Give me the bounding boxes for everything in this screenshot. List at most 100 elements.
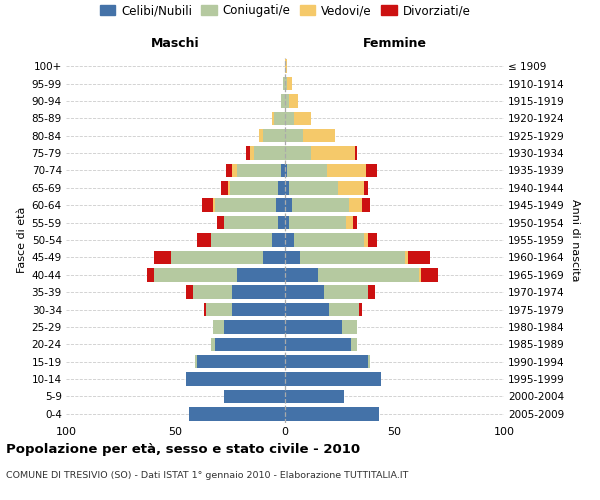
- Bar: [211, 233, 272, 247]
- Bar: [362, 198, 370, 212]
- Bar: [346, 216, 353, 230]
- Bar: [338, 181, 364, 194]
- Bar: [193, 286, 232, 299]
- Bar: [287, 164, 326, 177]
- Bar: [285, 338, 351, 351]
- Bar: [318, 268, 419, 281]
- Bar: [197, 355, 285, 368]
- Bar: [285, 198, 292, 212]
- Bar: [232, 164, 237, 177]
- Bar: [368, 286, 375, 299]
- Bar: [224, 390, 285, 403]
- Bar: [278, 216, 285, 230]
- Legend: Celibi/Nubili, Coniugati/e, Vedovi/e, Divorziati/e: Celibi/Nubili, Coniugati/e, Vedovi/e, Di…: [95, 0, 475, 22]
- Bar: [285, 216, 289, 230]
- Bar: [202, 198, 213, 212]
- Bar: [221, 181, 228, 194]
- Bar: [250, 146, 254, 160]
- Bar: [245, 146, 250, 160]
- Bar: [342, 320, 357, 334]
- Bar: [226, 164, 232, 177]
- Bar: [366, 164, 377, 177]
- Bar: [355, 146, 357, 160]
- Bar: [302, 129, 335, 142]
- Text: Maschi: Maschi: [151, 37, 200, 50]
- Bar: [154, 268, 237, 281]
- Bar: [281, 94, 285, 108]
- Bar: [187, 286, 193, 299]
- Bar: [329, 302, 359, 316]
- Y-axis label: Anni di nascita: Anni di nascita: [571, 198, 580, 281]
- Bar: [368, 233, 377, 247]
- Bar: [206, 302, 232, 316]
- Bar: [232, 286, 285, 299]
- Bar: [278, 181, 285, 194]
- Bar: [188, 407, 285, 420]
- Bar: [254, 146, 285, 160]
- Bar: [171, 250, 263, 264]
- Bar: [294, 233, 364, 247]
- Bar: [272, 233, 285, 247]
- Bar: [263, 250, 285, 264]
- Bar: [285, 94, 289, 108]
- Bar: [285, 320, 342, 334]
- Bar: [281, 164, 285, 177]
- Bar: [359, 302, 362, 316]
- Bar: [211, 338, 215, 351]
- Y-axis label: Fasce di età: Fasce di età: [17, 207, 28, 273]
- Bar: [263, 129, 285, 142]
- Bar: [154, 250, 171, 264]
- Bar: [419, 268, 421, 281]
- Bar: [272, 112, 274, 125]
- Bar: [285, 407, 379, 420]
- Bar: [285, 302, 329, 316]
- Bar: [285, 164, 287, 177]
- Bar: [294, 112, 311, 125]
- Bar: [364, 181, 368, 194]
- Bar: [217, 216, 224, 230]
- Bar: [274, 112, 285, 125]
- Bar: [285, 146, 311, 160]
- Bar: [289, 216, 346, 230]
- Bar: [285, 112, 294, 125]
- Bar: [364, 233, 368, 247]
- Bar: [224, 216, 278, 230]
- Bar: [224, 320, 285, 334]
- Bar: [285, 77, 287, 90]
- Bar: [147, 268, 154, 281]
- Bar: [215, 338, 285, 351]
- Bar: [301, 250, 406, 264]
- Bar: [237, 164, 281, 177]
- Bar: [406, 250, 407, 264]
- Bar: [311, 146, 355, 160]
- Bar: [230, 181, 278, 194]
- Bar: [285, 181, 289, 194]
- Bar: [368, 355, 370, 368]
- Bar: [353, 216, 357, 230]
- Bar: [197, 233, 211, 247]
- Bar: [285, 286, 325, 299]
- Bar: [351, 338, 357, 351]
- Text: Popolazione per età, sesso e stato civile - 2010: Popolazione per età, sesso e stato civil…: [6, 442, 360, 456]
- Bar: [228, 181, 230, 194]
- Bar: [289, 181, 338, 194]
- Bar: [421, 268, 438, 281]
- Bar: [213, 320, 224, 334]
- Bar: [195, 355, 197, 368]
- Bar: [285, 233, 294, 247]
- Bar: [326, 164, 366, 177]
- Bar: [349, 198, 362, 212]
- Bar: [204, 302, 206, 316]
- Bar: [237, 268, 285, 281]
- Bar: [283, 77, 285, 90]
- Bar: [187, 372, 285, 386]
- Bar: [213, 198, 215, 212]
- Bar: [285, 355, 368, 368]
- Text: COMUNE DI TRESIVIO (SO) - Dati ISTAT 1° gennaio 2010 - Elaborazione TUTTITALIA.I: COMUNE DI TRESIVIO (SO) - Dati ISTAT 1° …: [6, 471, 409, 480]
- Bar: [276, 198, 285, 212]
- Text: Femmine: Femmine: [362, 37, 427, 50]
- Bar: [285, 372, 382, 386]
- Bar: [259, 129, 263, 142]
- Bar: [325, 286, 368, 299]
- Bar: [285, 268, 318, 281]
